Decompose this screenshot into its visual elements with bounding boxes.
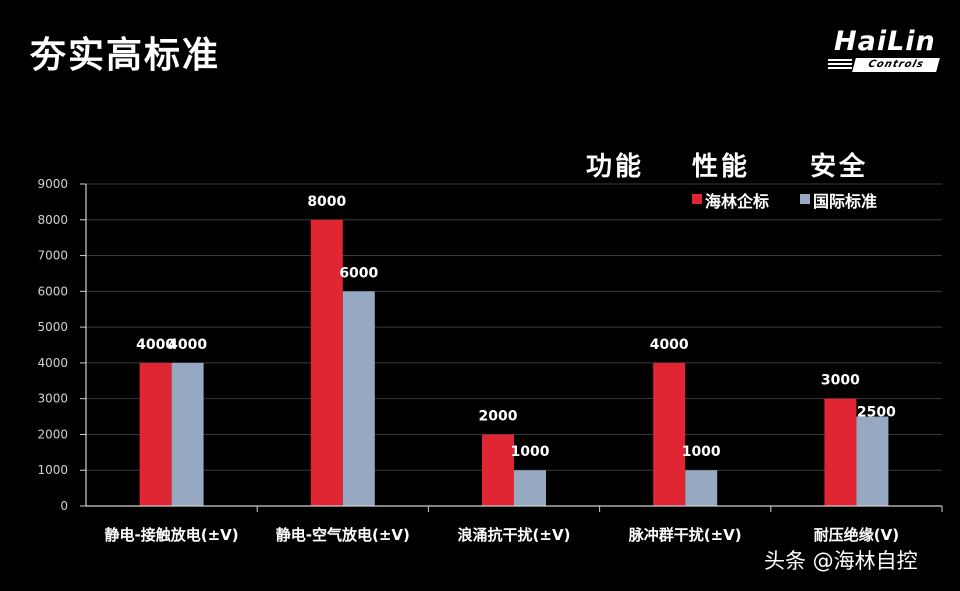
data-label: 4000 [650,337,689,353]
watermark: 头条 @海林自控 [764,549,918,573]
data-label: 8000 [307,194,346,210]
legend-swatch [692,194,702,204]
y-tick-label: 9000 [37,177,68,191]
labels-layer: 静电-接触放电(±V)40004000静电-空气放电(±V)80006000浪涌… [105,194,900,544]
data-label: 6000 [339,265,378,281]
bar-company-standard [482,434,514,506]
bar-company-standard [653,362,686,506]
bar-international-standard [342,291,375,506]
category-label: 脉冲群干扰(±V) [628,526,742,544]
y-tick-label: 7000 [37,249,68,263]
bar-international-standard [514,470,546,506]
bar-international-standard [171,362,204,506]
data-label: 4000 [136,337,175,353]
data-label: 1000 [511,444,550,460]
bar-international-standard [856,416,889,506]
bar-company-standard [139,362,172,506]
bar-company-standard [310,219,343,506]
y-tick-label: 8000 [37,213,68,227]
legend-label: 国际标准 [813,192,877,211]
data-label: 1000 [682,444,721,460]
data-label: 4000 [168,337,207,353]
y-tick-label: 4000 [37,356,68,370]
data-label: 2000 [479,408,518,424]
axis-layer: 0 1000 2000 3000 4000 5000 6000 7000 8000 9000 [37,177,943,513]
motto-function: 功能 [586,152,645,182]
legend-label: 海林企标 [705,192,769,211]
hailin-logo: HaiLin Controls [827,26,940,76]
legend-swatch [800,194,810,204]
legend: 海林企标 国际标准 [692,192,877,211]
logo-main-text: HaiLin [834,26,936,57]
y-tick-label: 3000 [37,392,68,406]
y-tick-label: 0 [60,499,68,513]
category-label: 静电-空气放电(±V) [276,526,410,544]
data-label: 3000 [821,373,860,389]
category-label: 静电-接触放电(±V) [105,526,239,544]
bar-company-standard [824,398,857,506]
data-label: 2500 [857,405,896,421]
y-tick-label: 6000 [37,284,68,298]
bar-international-standard [685,470,718,506]
y-tick-label: 2000 [37,427,68,441]
y-tick-label: 1000 [37,463,68,477]
category-label: 浪涌抗干扰(±V) [458,526,571,544]
page-title: 夯实高标准 [30,35,221,76]
bars-layer [139,219,889,506]
y-tick-label: 5000 [37,320,68,334]
motto-safety: 安全 [810,152,869,182]
grid-layer [86,183,942,471]
motto-performance: 性能 [692,152,751,182]
category-label: 耐压绝缘(V) [814,526,899,544]
